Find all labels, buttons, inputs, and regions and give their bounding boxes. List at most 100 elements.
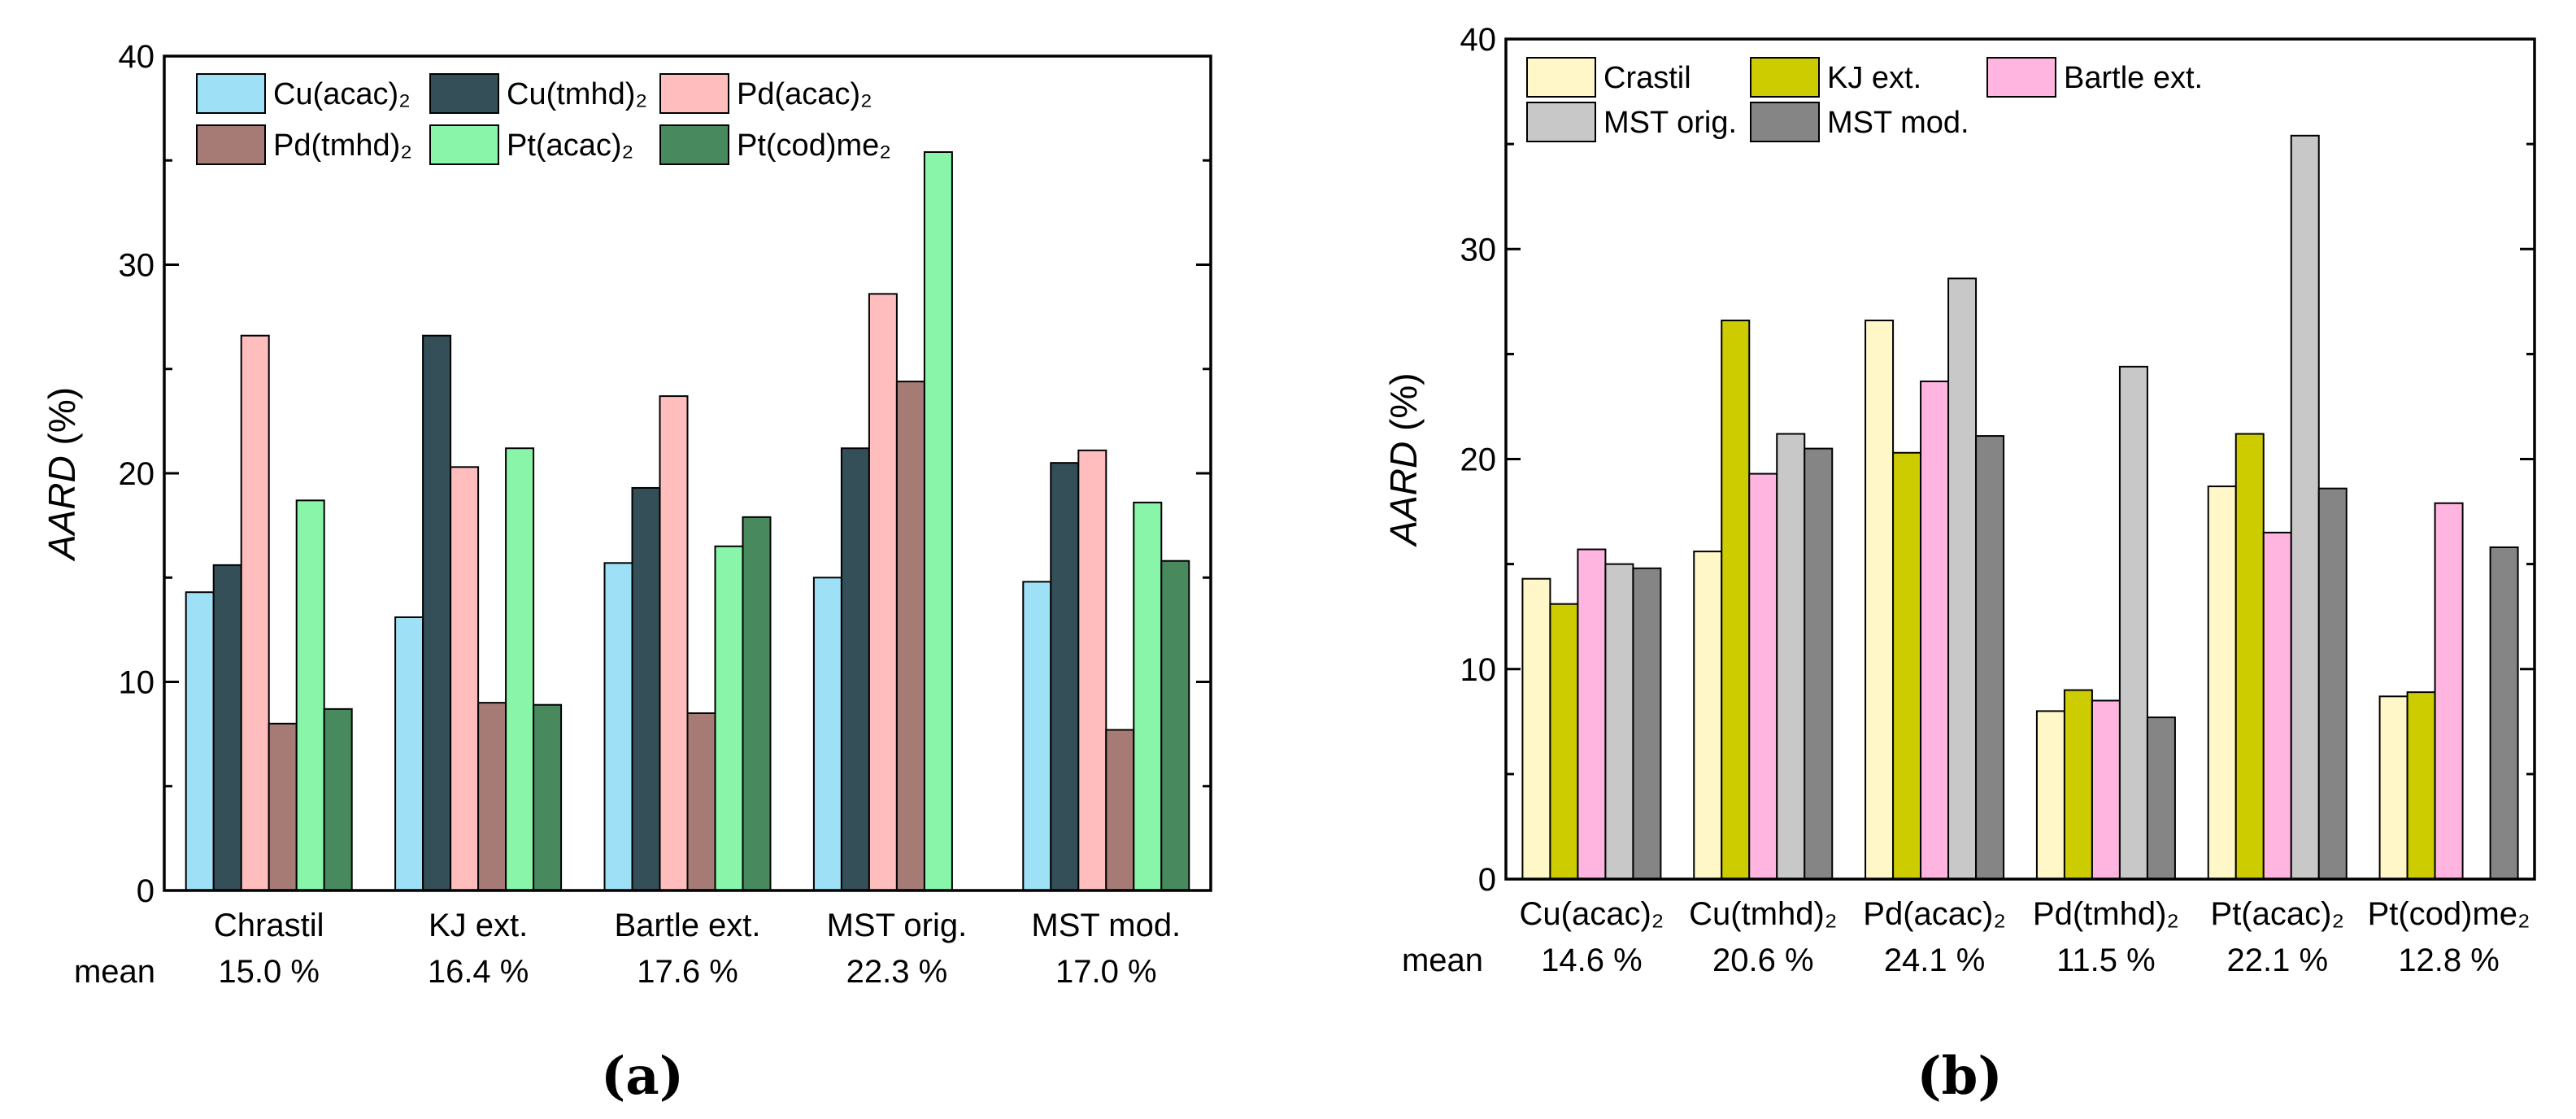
y-axis-label: AARD (%)	[1382, 372, 1425, 547]
legend-swatch	[1750, 57, 1820, 98]
x-tick-label: KJ ext.	[429, 908, 528, 943]
bar	[2234, 433, 2265, 880]
bar	[2406, 691, 2436, 880]
y-tick-label: 20	[119, 456, 155, 492]
mean-value-label: 17.0 %	[1055, 954, 1157, 990]
legend-label: MST mod.	[1827, 106, 1969, 140]
mean-value-label: 20.6 %	[1712, 943, 1814, 978]
x-tick-label: Pd(tmhd)₂	[2033, 896, 2179, 932]
y-axis-label-italic: AARD	[1382, 442, 1425, 548]
bar	[2207, 485, 2237, 880]
bar	[923, 150, 953, 892]
mean-value-label: 22.3 %	[846, 954, 948, 990]
bar	[240, 334, 270, 891]
y-tick-label: 20	[1460, 442, 1497, 478]
y-axis-label-italic: AARD	[41, 455, 83, 562]
bar	[295, 499, 325, 891]
bar	[631, 486, 661, 892]
bar	[1748, 472, 1778, 880]
chart-panel-b: 0 10 20 30 40 AARD (%) Cu(acac)₂ 14.6 % Cu(tmhd)…	[1382, 22, 2536, 978]
bar	[2118, 365, 2148, 880]
mean-value-label: 14.6 %	[1541, 943, 1643, 978]
bar	[1521, 577, 1551, 880]
bar	[1133, 501, 1163, 891]
legend-swatch	[1526, 102, 1596, 142]
legend-label: Pd(acac)₂	[737, 77, 872, 111]
x-tick-label: MST orig.	[827, 908, 968, 943]
bar	[2489, 546, 2519, 881]
bar	[185, 591, 215, 892]
bar	[1577, 548, 1607, 880]
legend-swatch	[659, 73, 729, 114]
legend-label: Cu(tmhd)₂	[507, 77, 647, 111]
x-tick-label: MST mod.	[1031, 908, 1181, 943]
bar	[1892, 451, 1922, 880]
bar	[450, 466, 480, 891]
legend-swatch	[1526, 57, 1596, 98]
bar	[394, 616, 424, 891]
bar	[895, 381, 925, 891]
y-tick-label: 10	[1460, 652, 1497, 688]
bar	[1105, 729, 1135, 891]
bar	[1947, 277, 1978, 880]
y-tick-label: 0	[1478, 862, 1496, 898]
bar	[2434, 502, 2464, 880]
bar	[323, 708, 353, 891]
mean-value-label: 11.5 %	[2056, 943, 2156, 978]
mean-value-label: 22.1 %	[2226, 943, 2328, 978]
panel-caption-b: (b)	[1917, 1046, 2002, 1107]
x-tick-label: Chrastil	[214, 908, 324, 943]
legend-label: Pt(acac)₂	[507, 128, 633, 163]
bar	[533, 703, 563, 892]
y-tick-label: 30	[119, 248, 155, 284]
y-tick-label: 30	[1460, 232, 1497, 268]
bar	[1920, 380, 1950, 880]
legend-label: Crastil	[1603, 61, 1691, 95]
bar	[812, 577, 842, 891]
x-tick-label: Cu(acac)₂	[1520, 896, 1664, 932]
legend-swatch	[429, 73, 499, 114]
chart-panel-a: 0 10 20 30 40 AARD (%) Chrastil 15.0 % KJ ext. 16…	[41, 39, 1212, 990]
x-tick-label: Pd(acac)₂	[1863, 896, 2006, 932]
legend-label: MST orig.	[1603, 106, 1737, 140]
legend-swatch	[429, 124, 499, 165]
mean-value-label: 16.4 %	[428, 954, 529, 990]
bar	[1776, 433, 1806, 880]
y-tick-label: 40	[1460, 22, 1497, 58]
bar	[2317, 487, 2348, 881]
mean-value-label: 12.8 %	[2398, 943, 2500, 978]
bar	[686, 712, 716, 891]
bar	[1721, 320, 1751, 880]
mean-value-label: 17.6 %	[637, 954, 738, 990]
legend-swatch	[1750, 102, 1820, 142]
mean-value-label: 15.0 %	[218, 954, 320, 990]
bar	[2063, 689, 2093, 881]
bar	[1604, 563, 1634, 880]
panel-caption-a: (a)	[601, 1046, 684, 1107]
legend-label: Bartle ext.	[2064, 61, 2203, 95]
bar	[1804, 447, 1834, 880]
legend-label: Cu(acac)₂	[273, 77, 411, 111]
mean-row-label: mean	[1402, 943, 1483, 978]
bar	[714, 545, 744, 892]
legend-swatch	[659, 124, 729, 165]
x-tick-label: Bartle ext.	[614, 908, 760, 943]
bar	[1050, 462, 1080, 891]
y-axis-label-unit: (%)	[1382, 372, 1425, 441]
bar	[2091, 699, 2121, 880]
bar	[868, 293, 898, 892]
bar	[603, 562, 633, 891]
bar	[1160, 560, 1190, 891]
bar	[1975, 435, 2005, 880]
bar	[477, 702, 507, 892]
x-tick-label: Pt(acac)₂	[2211, 896, 2344, 932]
bar	[2290, 134, 2320, 881]
legend-label: Pt(cod)me₂	[737, 128, 891, 163]
legend-label: Pd(tmhd)₂	[273, 128, 412, 163]
mean-row-label: mean	[74, 954, 155, 990]
y-tick-label: 40	[119, 39, 155, 75]
y-axis-label: AARD (%)	[41, 387, 83, 562]
legend-swatch	[196, 73, 266, 114]
y-axis-label-unit: (%)	[41, 387, 83, 455]
bar	[1865, 320, 1895, 880]
